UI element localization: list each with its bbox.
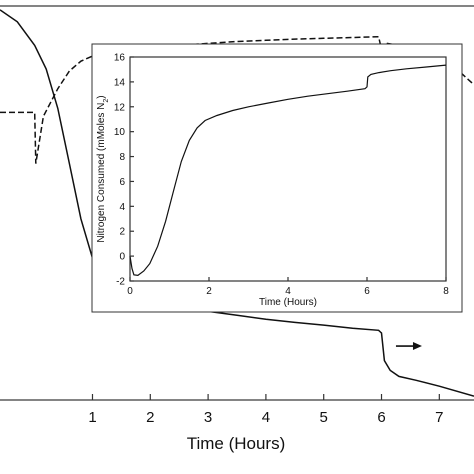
inset-y-label-main: Nitrogen Consumed (mMoles N xyxy=(96,103,107,243)
inset-x-tick-label: 2 xyxy=(206,286,212,297)
main-x-tick-label: 5 xyxy=(320,409,328,426)
inset-y-axis-label: Nitrogen Consumed (mMoles N2) xyxy=(96,95,110,242)
arrow-head-icon xyxy=(412,342,422,351)
main-x-tick-label: 6 xyxy=(377,409,385,426)
main-plot-frame xyxy=(0,5,474,401)
inset-series-group xyxy=(129,64,447,277)
inset-x-axis-label: Time (Hours) xyxy=(259,297,317,308)
inset-y-tick-label: 6 xyxy=(119,177,125,188)
inset-y-tick-label: -2 xyxy=(116,277,125,288)
inset-x-tick-label: 8 xyxy=(443,286,449,297)
main-x-tick-label: 1 xyxy=(88,409,96,426)
inset-x-tick-label: 4 xyxy=(285,286,291,297)
inset-y-ticks: -2 0 2 4 6 8 10 12 14 16 xyxy=(114,53,134,288)
main-annotations xyxy=(395,342,422,351)
main-x-tick-label: 4 xyxy=(262,409,270,426)
inset-y-tick-label: 2 xyxy=(119,227,125,238)
main-x-tick-label: 7 xyxy=(435,409,443,426)
inset-y-label-end: ) xyxy=(96,95,107,98)
inset-background xyxy=(91,43,463,313)
inset-x-tick-label: 0 xyxy=(127,286,133,297)
inset-series-line xyxy=(129,64,447,277)
inset-y-tick-label: 16 xyxy=(114,53,126,64)
inset-y-tick-label: 0 xyxy=(119,252,125,263)
inset-y-tick-label: 8 xyxy=(119,152,125,163)
inset-y-tick-label: 12 xyxy=(114,102,126,113)
inset-x-tick-label: 6 xyxy=(364,286,370,297)
inset-y-tick-label: 14 xyxy=(114,77,126,88)
main-x-axis-label: Time (Hours) xyxy=(187,434,286,453)
inset-y-label-sub: 2 xyxy=(103,99,110,103)
inset-y-tick-label: 10 xyxy=(114,127,126,138)
main-x-tick-label: 3 xyxy=(204,409,212,426)
inset-x-ticks: 0 2 4 6 8 xyxy=(127,277,449,297)
main-x-ticks: 1 2 3 4 5 6 7 xyxy=(88,394,443,426)
inset-y-tick-label: 4 xyxy=(119,202,125,213)
main-x-tick-label: 2 xyxy=(146,409,154,426)
